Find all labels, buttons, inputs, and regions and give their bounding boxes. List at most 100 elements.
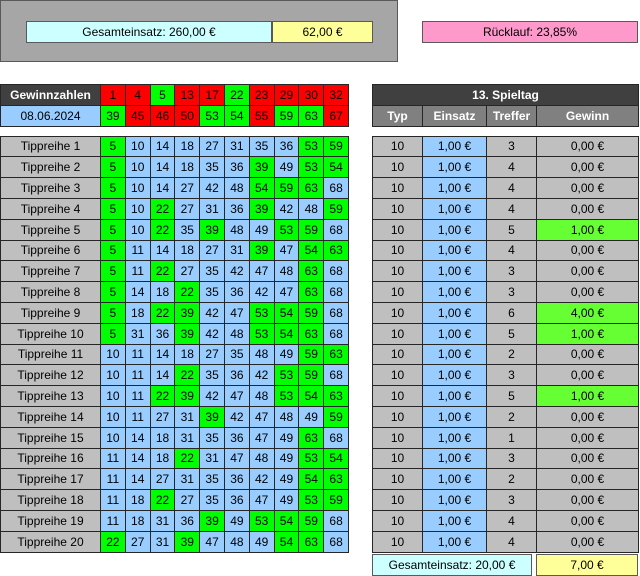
ticket-number: 42 bbox=[248, 281, 275, 303]
ticket-row: Tippreihe 13 10 11 22 39 42 47 48 53 54 63 bbox=[0, 385, 349, 407]
ticket-number: 22 bbox=[149, 197, 176, 220]
ticket-number: 59 bbox=[323, 489, 349, 511]
ticket-number: 47 bbox=[248, 405, 275, 428]
ticket-label: Tippreihe 6 bbox=[0, 239, 101, 262]
ticket-number: 22 bbox=[100, 530, 126, 553]
result-gewinn: 4,00 € bbox=[536, 301, 639, 324]
result-gewinn: 0,00 € bbox=[536, 364, 639, 387]
ticket-number: 14 bbox=[124, 468, 151, 491]
result-einsatz: 1,00 € bbox=[422, 156, 487, 179]
ticket-number: 11 bbox=[124, 239, 151, 262]
ticket-number: 63 bbox=[298, 260, 325, 283]
ticket-number: 39 bbox=[174, 301, 201, 324]
ticket-number: 54 bbox=[298, 239, 325, 262]
ticket-row: Tippreihe 6 5 11 14 18 27 31 39 47 54 63 bbox=[0, 239, 349, 262]
ticket-number: 36 bbox=[273, 135, 300, 158]
ticket-label: Tippreihe 8 bbox=[0, 281, 101, 303]
ticket-number: 53 bbox=[273, 364, 300, 387]
ticket-number: 39 bbox=[199, 509, 225, 532]
winning-number: 30 bbox=[298, 84, 325, 106]
total-winnings-value: 62,00 € bbox=[272, 21, 373, 43]
result-einsatz: 1,00 € bbox=[422, 530, 487, 553]
ticket-number: 10 bbox=[124, 177, 151, 199]
ticket-number: 35 bbox=[199, 281, 225, 303]
result-gewinn: 0,00 € bbox=[536, 156, 639, 179]
ticket-number: 39 bbox=[248, 197, 275, 220]
ticket-number: 36 bbox=[149, 322, 176, 345]
ticket-number: 5 bbox=[100, 177, 126, 199]
result-gewinn: 0,00 € bbox=[536, 281, 639, 303]
ticket-number: 54 bbox=[273, 301, 300, 324]
result-einsatz: 1,00 € bbox=[422, 364, 487, 387]
ticket-number: 53 bbox=[273, 218, 300, 241]
winning-numbers-label: Gewinnzahlen bbox=[0, 84, 101, 106]
result-treffer: 2 bbox=[486, 468, 537, 491]
result-gewinn: 0,00 € bbox=[536, 135, 639, 158]
result-row: 10 1,00 €2 0,00 € bbox=[372, 468, 639, 491]
ticket-row: Tippreihe 18 11 18 22 27 35 36 47 49 53 59 bbox=[0, 489, 349, 511]
ticket-number: 36 bbox=[223, 281, 250, 303]
ticket-number: 53 bbox=[273, 385, 300, 407]
ticket-label: Tippreihe 14 bbox=[0, 405, 101, 428]
result-row: 10 1,00 €5 1,00 € bbox=[372, 322, 639, 345]
ticket-number: 42 bbox=[199, 385, 225, 407]
result-treffer: 4 bbox=[486, 530, 537, 553]
ticket-number: 49 bbox=[273, 489, 300, 511]
ticket-number: 11 bbox=[124, 385, 151, 407]
result-treffer: 3 bbox=[486, 489, 537, 511]
winning-number: 67 bbox=[323, 104, 349, 127]
ticket-label: Tippreihe 16 bbox=[0, 447, 101, 470]
ticket-number: 48 bbox=[273, 405, 300, 428]
winning-number: 1 bbox=[100, 84, 126, 106]
ticket-number: 11 bbox=[124, 364, 151, 387]
ticket-number: 49 bbox=[273, 426, 300, 449]
ticket-number: 11 bbox=[100, 468, 126, 491]
ticket-number: 63 bbox=[323, 343, 349, 366]
ticket-number: 14 bbox=[149, 239, 176, 262]
winning-number: 54 bbox=[223, 104, 250, 127]
ticket-row: Tippreihe 8 5 14 18 22 35 36 42 47 63 68 bbox=[0, 281, 349, 303]
matchday-title: 13. Spieltag bbox=[372, 84, 639, 106]
ticket-number: 39 bbox=[199, 405, 225, 428]
ticket-number: 47 bbox=[248, 426, 275, 449]
ticket-row: Tippreihe 5 5 10 22 35 39 48 49 53 59 68 bbox=[0, 218, 349, 241]
winning-number: 59 bbox=[273, 104, 300, 127]
ticket-number: 48 bbox=[248, 447, 275, 470]
ticket-number: 47 bbox=[223, 301, 250, 324]
result-typ: 10 bbox=[372, 281, 423, 303]
ticket-label: Tippreihe 9 bbox=[0, 301, 101, 324]
ticket-number: 10 bbox=[100, 385, 126, 407]
ticket-number: 18 bbox=[124, 509, 151, 532]
ticket-label: Tippreihe 5 bbox=[0, 218, 101, 241]
ticket-row: Tippreihe 19 11 18 31 36 39 49 53 54 59 68 bbox=[0, 509, 349, 532]
ticket-number: 22 bbox=[174, 281, 201, 303]
result-einsatz: 1,00 € bbox=[422, 218, 487, 241]
result-gewinn: 0,00 € bbox=[536, 405, 639, 428]
ticket-number: 59 bbox=[298, 509, 325, 532]
ticket-number: 36 bbox=[223, 489, 250, 511]
result-treffer: 5 bbox=[486, 322, 537, 345]
ticket-row: Tippreihe 3 5 10 14 27 42 48 54 59 63 68 bbox=[0, 177, 349, 199]
result-einsatz: 1,00 € bbox=[422, 260, 487, 283]
ticket-number: 54 bbox=[273, 530, 300, 553]
ticket-number: 59 bbox=[298, 218, 325, 241]
ticket-number: 59 bbox=[323, 197, 349, 220]
ticket-number: 22 bbox=[149, 260, 176, 283]
ticket-number: 22 bbox=[149, 489, 176, 511]
ticket-number: 36 bbox=[223, 197, 250, 220]
ticket-number: 27 bbox=[174, 197, 201, 220]
result-gewinn: 0,00 € bbox=[536, 509, 639, 532]
ticket-number: 18 bbox=[149, 447, 176, 470]
ticket-number: 36 bbox=[223, 156, 250, 179]
result-treffer: 5 bbox=[486, 385, 537, 407]
ticket-number: 36 bbox=[174, 509, 201, 532]
result-einsatz: 1,00 € bbox=[422, 281, 487, 303]
ticket-number: 31 bbox=[124, 322, 151, 345]
ticket-number: 68 bbox=[323, 530, 349, 553]
result-gewinn: 0,00 € bbox=[536, 197, 639, 220]
ticket-number: 27 bbox=[199, 135, 225, 158]
result-typ: 10 bbox=[372, 405, 423, 428]
ticket-number: 14 bbox=[124, 447, 151, 470]
result-treffer: 3 bbox=[486, 281, 537, 303]
winning-number: 63 bbox=[298, 104, 325, 127]
